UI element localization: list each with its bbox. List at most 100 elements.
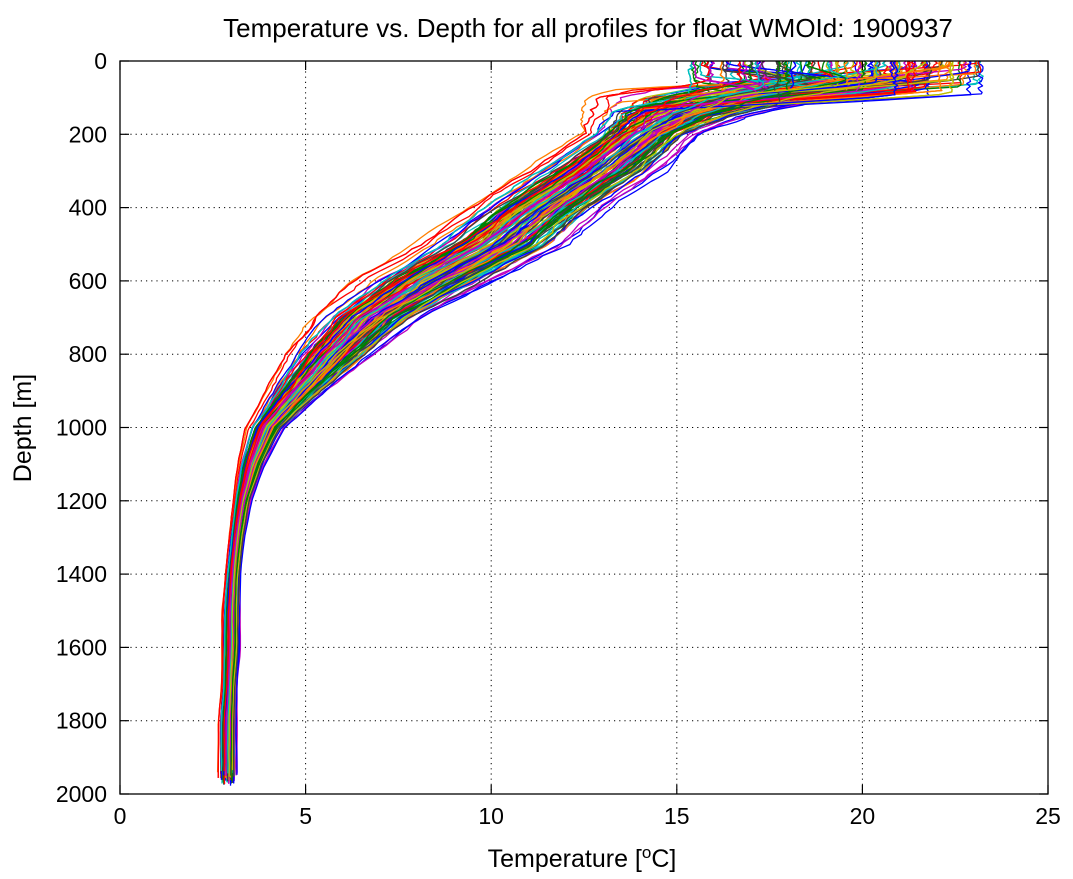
profile-line	[227, 61, 787, 780]
profile-line	[222, 61, 782, 783]
profile-line	[225, 61, 862, 776]
profile-line	[225, 61, 770, 780]
profile-line	[223, 61, 912, 785]
profile-line	[230, 61, 791, 782]
profile-line	[227, 61, 812, 773]
profile-line	[226, 61, 772, 779]
profile-line	[225, 61, 862, 776]
profile-line	[227, 61, 764, 774]
profile-line	[226, 61, 792, 781]
profile-line	[224, 61, 812, 778]
profile-line	[230, 61, 783, 777]
profile-line	[223, 61, 743, 772]
y-tick-label: 200	[69, 121, 107, 147]
y-tick-labels: 0 200 400 600 800 1000 1200 1400 1600 1800 2000	[56, 48, 107, 807]
profile-line	[229, 61, 774, 786]
y-tick-label: 1000	[56, 415, 107, 441]
x-tick-label: 0	[114, 803, 127, 829]
profile-line	[229, 61, 793, 778]
profile-line	[224, 61, 788, 778]
chart-title: Temperature vs. Depth for all profiles f…	[223, 13, 953, 43]
profile-line	[232, 61, 781, 777]
profile-line	[233, 61, 792, 776]
profile-line	[223, 61, 754, 785]
profile-line	[233, 61, 769, 777]
profile-line	[222, 61, 782, 778]
x-tick-label: 5	[299, 803, 312, 829]
profile-line	[228, 61, 878, 777]
profile-line	[225, 61, 786, 769]
profile-line	[226, 61, 772, 779]
profile-line	[228, 61, 894, 780]
profile-line	[229, 61, 847, 776]
profile-line	[223, 61, 754, 785]
profile-line	[227, 61, 768, 784]
profile-line	[226, 61, 796, 781]
profile-line	[219, 61, 782, 779]
profile-line	[227, 61, 812, 773]
y-tick-label: 1800	[56, 708, 107, 734]
profile-line	[228, 61, 759, 776]
y-tick-label: 2000	[56, 781, 107, 807]
profile-line	[223, 61, 840, 775]
profile-line	[227, 61, 764, 774]
profile-line	[222, 61, 782, 783]
x-axis-label-superscript: o	[642, 843, 651, 862]
x-tick-label: 15	[664, 803, 690, 829]
x-axis-label: Temperature [oC]	[488, 843, 677, 874]
profile-line	[229, 61, 837, 780]
profile-line	[231, 61, 757, 777]
y-tick-label: 400	[69, 195, 107, 221]
x-tick-label: 10	[478, 803, 504, 829]
profile-line	[229, 61, 760, 773]
profile-line	[231, 61, 831, 773]
profile-line	[228, 61, 759, 776]
profile-line	[230, 61, 791, 782]
y-tick-label: 1600	[56, 634, 107, 660]
profile-line	[236, 61, 817, 773]
y-tick-label: 0	[94, 48, 107, 74]
profile-line	[224, 61, 864, 772]
profile-line	[227, 61, 768, 784]
x-tick-label: 20	[850, 803, 876, 829]
x-tick-label: 25	[1035, 803, 1061, 829]
profile-line	[223, 61, 984, 780]
profile-line	[226, 61, 792, 781]
profile-line	[229, 61, 824, 773]
profile-line	[223, 61, 882, 780]
profile-line	[229, 61, 852, 771]
profile-line	[232, 61, 850, 775]
profile-line	[229, 61, 852, 771]
profile-line	[228, 61, 878, 777]
profile-line	[227, 61, 834, 772]
x-axis-label-suffix: C]	[651, 845, 676, 873]
profile-line	[229, 61, 809, 779]
profile-line	[228, 61, 816, 781]
profile-line	[223, 61, 840, 775]
profile-line	[220, 61, 694, 771]
x-tick-labels: 0 5 10 15 20 25	[114, 803, 1061, 829]
profile-line	[224, 61, 831, 773]
profile-line	[228, 61, 878, 777]
profile-line	[222, 61, 730, 780]
profile-line	[230, 61, 791, 782]
profile-line	[220, 61, 878, 780]
profile-line	[225, 61, 811, 783]
profile-line	[217, 61, 711, 778]
axis-ticks	[119, 60, 1049, 795]
y-tick-label: 1200	[56, 488, 107, 514]
x-axis-label-prefix: Temperature [	[488, 845, 642, 873]
profile-line	[231, 61, 786, 784]
profile-line	[228, 61, 797, 767]
profile-line	[232, 61, 781, 777]
profile-line	[227, 61, 764, 774]
profile-line	[227, 61, 802, 783]
profile-line	[224, 61, 850, 773]
profile-line	[228, 61, 759, 776]
y-axis-label: Depth [m]	[9, 374, 37, 482]
profile-line	[229, 61, 781, 770]
profile-line	[229, 61, 837, 780]
profile-line	[223, 61, 808, 785]
profile-line	[232, 61, 816, 775]
